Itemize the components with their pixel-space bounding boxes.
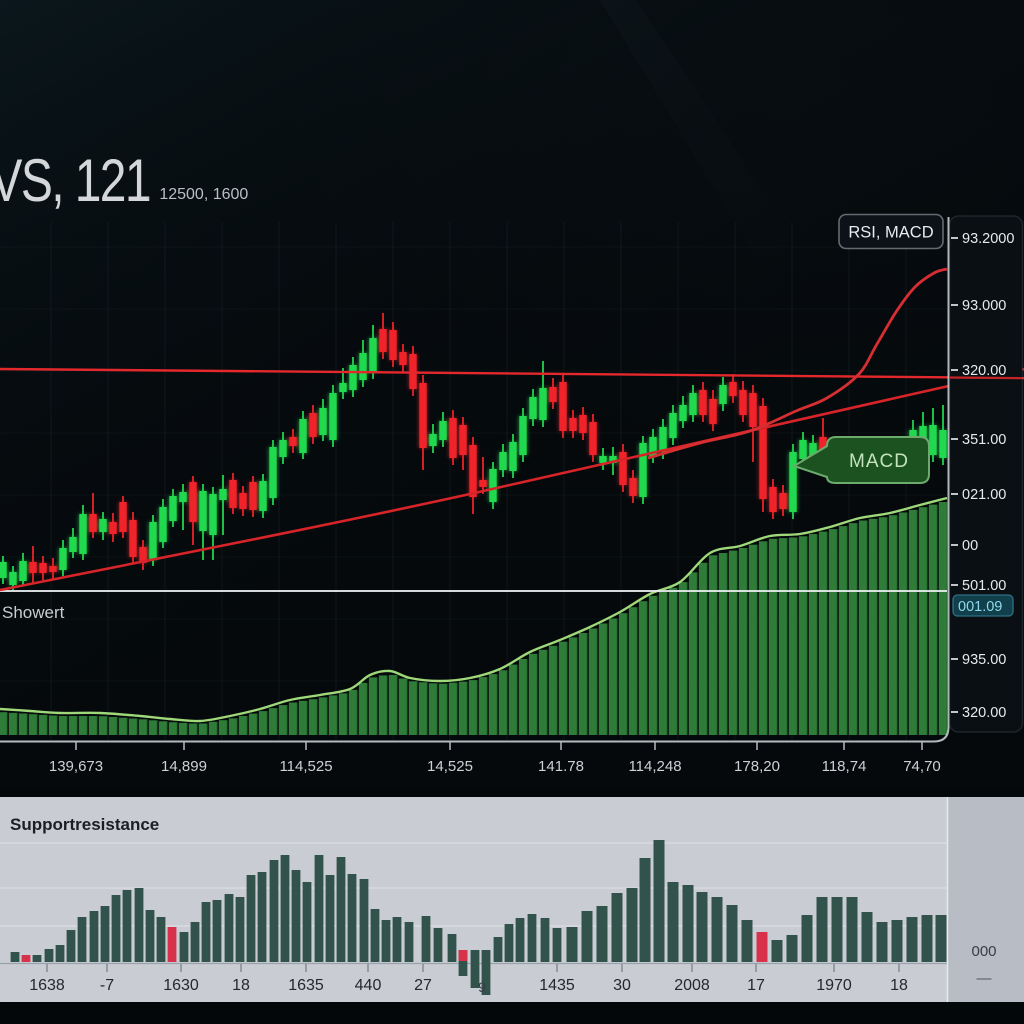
svg-text:178,20: 178,20 bbox=[734, 758, 780, 775]
svg-text:935.00: 935.00 bbox=[962, 652, 1006, 668]
svg-text:17: 17 bbox=[747, 977, 765, 994]
svg-text:14,525: 14,525 bbox=[427, 758, 473, 775]
svg-text:139,673: 139,673 bbox=[49, 758, 103, 775]
svg-text:440: 440 bbox=[355, 977, 382, 994]
svg-text:-7: -7 bbox=[100, 977, 114, 994]
svg-text:93.000: 93.000 bbox=[962, 298, 1006, 314]
svg-text:1635: 1635 bbox=[288, 977, 324, 994]
svg-text:RSI, MACD: RSI, MACD bbox=[848, 224, 933, 242]
svg-text:—: — bbox=[977, 970, 992, 987]
svg-text:VS, 121: VS, 121 bbox=[0, 147, 150, 214]
svg-text:320.00: 320.00 bbox=[962, 705, 1006, 721]
svg-text:00: 00 bbox=[962, 538, 978, 554]
svg-text:9: 9 bbox=[478, 979, 486, 995]
svg-text:118,74: 118,74 bbox=[822, 758, 867, 775]
svg-text:501.00: 501.00 bbox=[962, 578, 1006, 594]
svg-text:021.00: 021.00 bbox=[962, 487, 1006, 503]
svg-text:27: 27 bbox=[414, 977, 432, 994]
svg-text:1630: 1630 bbox=[163, 977, 199, 994]
svg-text:1638: 1638 bbox=[29, 977, 65, 994]
svg-text:18: 18 bbox=[890, 977, 908, 994]
svg-text:320.00: 320.00 bbox=[962, 363, 1006, 379]
svg-text:000: 000 bbox=[971, 943, 996, 960]
svg-text:141.78: 141.78 bbox=[538, 758, 584, 775]
svg-text:93.2000: 93.2000 bbox=[962, 231, 1014, 247]
svg-text:114,525: 114,525 bbox=[279, 758, 332, 775]
svg-text:2008: 2008 bbox=[674, 977, 710, 994]
svg-text:1435: 1435 bbox=[539, 977, 575, 994]
svg-text:. 12500, 1600: . 12500, 1600 bbox=[146, 186, 248, 203]
svg-text:74,70: 74,70 bbox=[903, 758, 941, 775]
svg-text:351.00: 351.00 bbox=[962, 432, 1006, 448]
svg-text:30: 30 bbox=[613, 977, 631, 994]
svg-text:001.09: 001.09 bbox=[958, 599, 1002, 615]
svg-text:MACD: MACD bbox=[849, 451, 909, 472]
svg-text:Showert: Showert bbox=[2, 603, 65, 622]
svg-text:1970: 1970 bbox=[816, 977, 852, 994]
svg-text:Supportresistance: Supportresistance bbox=[10, 815, 159, 834]
svg-text:14,899: 14,899 bbox=[161, 758, 207, 775]
svg-text:18: 18 bbox=[232, 977, 250, 994]
svg-text:114,248: 114,248 bbox=[628, 758, 681, 775]
